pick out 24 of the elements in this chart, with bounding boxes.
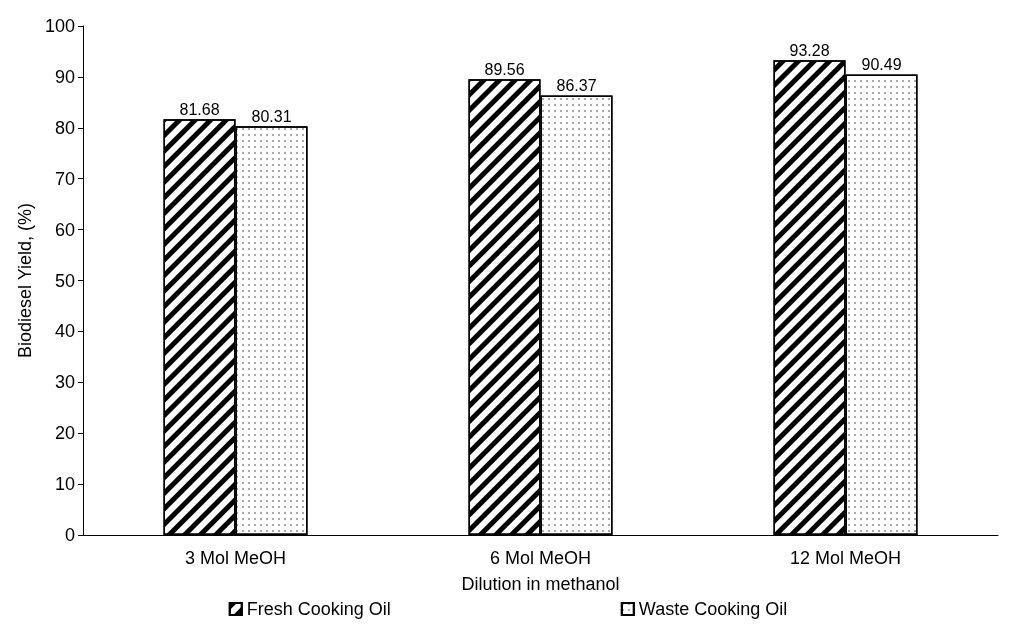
data-label: 93.28 [789, 41, 830, 59]
data-label: 80.31 [251, 107, 292, 125]
x-tick-label: 3 Mol MeOH [184, 548, 287, 568]
legend-label: Fresh Cooking Oil [246, 599, 391, 619]
y-tick-label: 40 [54, 321, 75, 342]
x-tick-label: 6 Mol MeOH [489, 548, 592, 568]
y-tick-label: 30 [54, 372, 75, 393]
y-tick-label: 70 [54, 168, 75, 189]
data-label: 86.37 [556, 76, 597, 94]
y-tick-label: 100 [44, 16, 75, 36]
y-tick-label: 50 [54, 270, 75, 291]
y-tick-label: 0 [64, 525, 75, 545]
legend-label: Waste Cooking Oil [638, 599, 788, 619]
y-tick-label: 90 [54, 66, 75, 87]
x-tick-label: 12 Mol MeOH [789, 548, 902, 568]
y-tick-label: 10 [54, 474, 75, 495]
x-axis-title: Dilution in methanol [461, 574, 620, 594]
data-label: 81.68 [179, 100, 220, 118]
y-tick-label: 80 [54, 117, 75, 138]
y-axis-title: Biodiesel Yield, (%) [15, 202, 36, 359]
y-tick-label: 20 [54, 423, 75, 444]
data-label: 89.56 [484, 60, 525, 78]
y-tick-label: 60 [54, 219, 75, 240]
data-label: 90.49 [861, 55, 902, 73]
